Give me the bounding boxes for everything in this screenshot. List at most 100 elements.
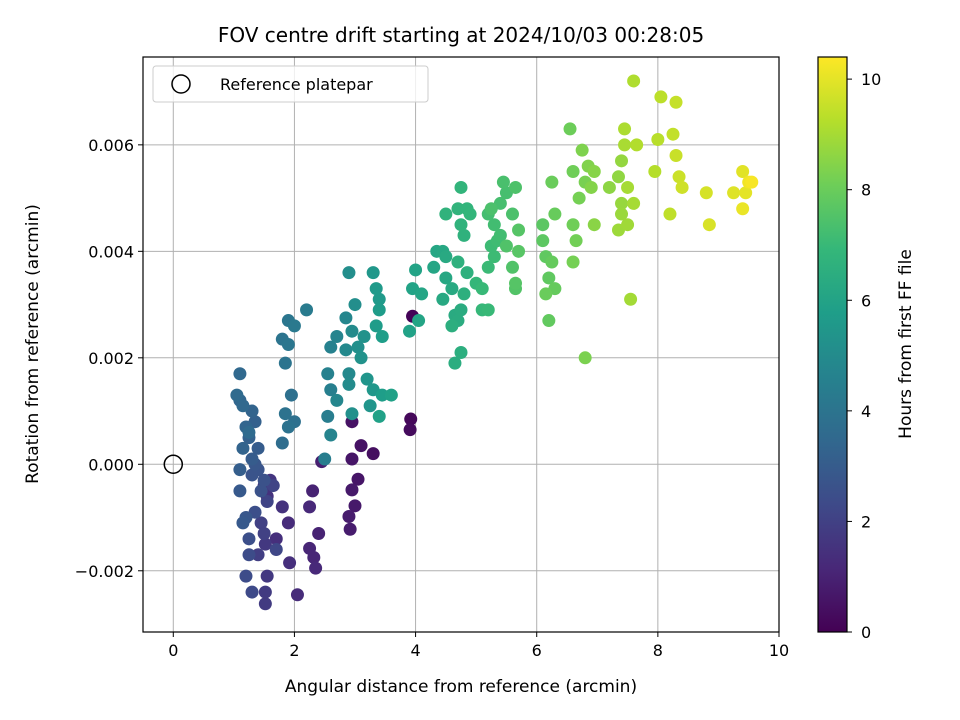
data-point <box>487 218 501 232</box>
data-point <box>512 244 526 258</box>
data-point <box>351 472 365 486</box>
x-tick-label: 2 <box>289 641 299 660</box>
reference-point <box>163 454 184 475</box>
data-point <box>463 207 477 221</box>
data-point <box>403 423 417 437</box>
data-point <box>415 287 429 301</box>
plot-frame <box>142 56 780 633</box>
data-point <box>242 425 256 439</box>
data-point <box>254 484 268 498</box>
data-point <box>369 319 383 333</box>
data-point <box>230 388 244 402</box>
data-point <box>505 207 519 221</box>
colorbar-tick-label: 10 <box>861 70 881 89</box>
data-point <box>258 597 272 611</box>
legend-marker <box>171 74 191 94</box>
data-point <box>260 569 274 583</box>
data-point <box>436 292 450 306</box>
data-point <box>481 303 495 317</box>
data-point <box>403 324 417 338</box>
data-point <box>324 340 338 354</box>
data-point <box>545 255 559 269</box>
data-point <box>233 367 247 381</box>
data-point <box>745 175 759 189</box>
data-point <box>354 439 368 453</box>
data-point <box>366 447 380 461</box>
data-point <box>727 186 741 200</box>
data-point <box>284 388 298 402</box>
data-point <box>439 271 453 285</box>
data-point <box>412 314 426 328</box>
data-point <box>427 260 441 274</box>
data-point <box>669 95 683 109</box>
data-point <box>445 319 459 333</box>
colorbar-label: Hours from first FF file <box>896 249 916 439</box>
data-point <box>509 276 523 290</box>
data-point <box>251 548 265 562</box>
data-point <box>654 90 668 104</box>
data-point <box>454 180 468 194</box>
y-tick-label: −0.002 <box>75 562 134 581</box>
data-point <box>572 191 586 205</box>
data-point <box>287 319 301 333</box>
data-point <box>339 343 353 357</box>
data-point <box>566 255 580 269</box>
data-point <box>278 407 292 421</box>
data-point <box>627 196 641 210</box>
data-point <box>669 148 683 162</box>
plot-area: 0 2 4 6 8 10 −0.002 0.000 0.002 0.004 0.006 <box>75 56 789 660</box>
data-point <box>321 409 335 423</box>
data-point <box>445 282 459 296</box>
colorbar-ticks: 0 2 4 6 8 10 <box>847 70 881 642</box>
data-point <box>548 207 562 221</box>
data-point <box>318 452 332 466</box>
data-point <box>372 292 386 306</box>
data-point <box>281 338 295 351</box>
x-tick-label: 8 <box>653 641 663 660</box>
data-point <box>675 180 689 194</box>
data-point <box>615 154 629 168</box>
data-point <box>630 138 644 152</box>
data-point <box>269 542 283 556</box>
plot-background <box>143 57 779 632</box>
data-point <box>627 74 641 88</box>
data-point <box>372 409 386 423</box>
data-point <box>236 399 250 413</box>
data-point <box>283 556 297 570</box>
data-point <box>536 218 550 232</box>
data-point <box>505 260 519 274</box>
x-tick-label: 10 <box>769 641 789 660</box>
y-ticks: −0.002 0.000 0.002 0.004 0.006 <box>75 136 143 581</box>
data-point <box>569 234 583 248</box>
data-point <box>258 537 272 551</box>
data-point <box>303 500 317 514</box>
data-point <box>324 428 338 442</box>
legend: Reference platepar <box>152 65 429 103</box>
data-point <box>233 484 247 498</box>
data-point <box>330 393 344 407</box>
data-point <box>260 495 274 509</box>
data-point <box>309 561 323 575</box>
data-point <box>578 351 592 365</box>
legend-label: Reference platepar <box>220 75 373 94</box>
data-point <box>454 218 468 232</box>
data-point <box>584 180 598 194</box>
data-point <box>587 164 601 178</box>
data-point <box>307 550 321 564</box>
colorbar-gradient <box>817 56 848 633</box>
data-point <box>290 588 304 602</box>
data-point <box>239 569 253 583</box>
data-point <box>342 266 356 280</box>
data-point <box>542 271 556 285</box>
data-point <box>343 522 357 536</box>
data-point <box>236 516 250 530</box>
data-point <box>363 399 377 413</box>
data-point <box>233 463 247 477</box>
data-point <box>242 548 256 562</box>
data-point <box>409 263 423 277</box>
data-point <box>575 143 589 157</box>
data-point <box>545 175 559 189</box>
data-point <box>699 186 713 200</box>
data-point <box>372 303 386 317</box>
data-point <box>624 292 638 306</box>
